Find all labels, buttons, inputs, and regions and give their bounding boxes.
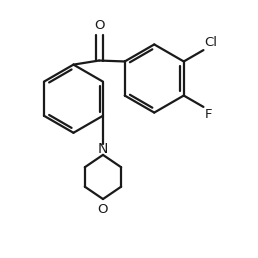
Text: F: F <box>205 108 212 121</box>
Text: O: O <box>98 203 108 216</box>
Text: Cl: Cl <box>205 36 218 49</box>
Text: O: O <box>94 19 104 32</box>
Text: N: N <box>98 142 108 156</box>
